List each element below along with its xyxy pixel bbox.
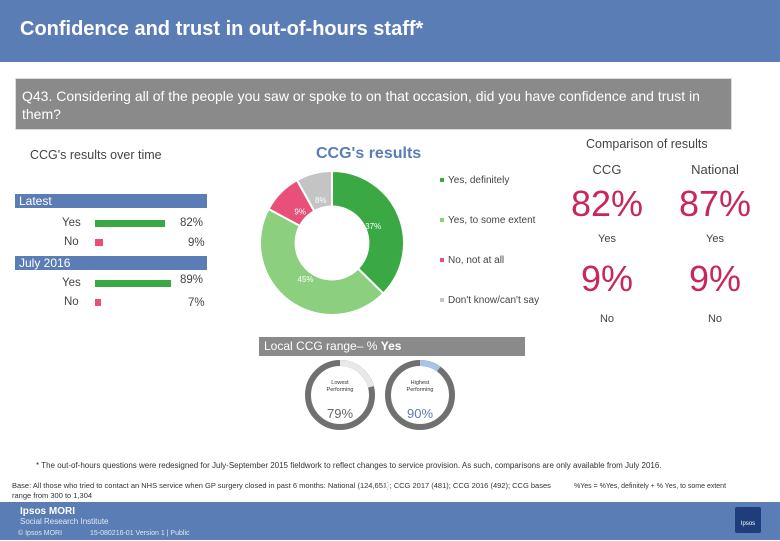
no-national-value: 9% <box>688 258 742 299</box>
over-time-heading: CCG's results over time <box>30 148 162 162</box>
yes-ccg-value: 82% <box>570 183 644 224</box>
july-yes-bar <box>95 280 171 287</box>
highest-label: Highest Performing <box>406 380 434 393</box>
pie-chart: 37% 45% 9% 8% <box>259 169 405 316</box>
yes-definition: %Yes = %Yes, definitely + % Yes, to some… <box>574 483 727 490</box>
no-ccg-value: 9% <box>580 258 634 299</box>
july-yes-pct: 89% <box>180 274 204 286</box>
latest-yes-pct: 82% <box>180 217 204 229</box>
col-ccg: CCG <box>592 162 622 177</box>
page-number: 47 <box>384 482 396 493</box>
latest-no-pct: 9% <box>188 237 205 249</box>
legend-yes-some-extent: Yes, to some extent <box>440 215 535 226</box>
pie-hole <box>294 205 370 281</box>
col-national: National <box>691 162 739 177</box>
legend-no-not-at-all: No, not at all <box>440 255 504 266</box>
latest-section-bar: Latest <box>15 194 207 208</box>
title-bar <box>0 0 780 62</box>
ccg-results-heading: CCG's results <box>316 145 422 162</box>
pie-label-2: 45% <box>298 275 314 284</box>
july-section-bar: July 2016 <box>15 256 207 270</box>
footer-ref: 15-080216-01 Version 1 | Public <box>90 530 190 537</box>
lowest-label: Lowest Performing <box>326 380 354 393</box>
question-text: Q43. Considering all of the people you s… <box>22 88 700 122</box>
july-no-pct: 7% <box>188 297 205 309</box>
pie-label-3: 9% <box>294 208 306 217</box>
lowest-gauge-gap <box>305 360 375 430</box>
july-yes-label: Yes <box>62 277 81 289</box>
range-gauges <box>305 360 455 430</box>
ipsos-badge: Ipsos <box>735 507 761 533</box>
legend-yes-definitely: Yes, definitely <box>440 175 509 186</box>
pie-label-1: 37% <box>365 222 381 231</box>
footer-logo-sub: Social Research Institute <box>20 517 109 526</box>
range-heading-bar: Local CCG range– % Yes <box>259 337 525 356</box>
comparison-heading: Comparison of results <box>586 137 708 151</box>
legend-dont-know: Don't know/can't say <box>440 295 539 306</box>
latest-yes-label: Yes <box>62 217 81 229</box>
pie-slice-1 <box>331 169 405 295</box>
yes-national-value: 87% <box>678 183 752 224</box>
footer-bar <box>0 502 780 540</box>
no-national-label: No <box>707 313 723 325</box>
july-no-bar <box>95 299 101 306</box>
july-no-label: No <box>64 296 79 308</box>
footnote: * The out-of-hours questions were redesi… <box>36 461 662 470</box>
highest-gauge-gap <box>385 360 455 430</box>
footer-copyright: © Ipsos MORI <box>18 530 63 537</box>
yes-national-label: Yes <box>706 233 724 245</box>
no-ccg-label: No <box>599 313 615 325</box>
question-box <box>15 78 732 130</box>
pie-label-4: 8% <box>315 196 327 205</box>
latest-no-label: No <box>64 236 79 248</box>
page-title: Confidence and trust in out-of-hours sta… <box>20 18 424 40</box>
latest-yes-bar <box>95 220 165 227</box>
lowest-value: 79% <box>326 406 354 421</box>
base-note: Base: All those who tried to contact an … <box>12 481 551 500</box>
highest-value: 90% <box>406 406 434 421</box>
yes-ccg-label: Yes <box>598 233 616 245</box>
footer-logo: Ipsos MORI <box>20 506 76 517</box>
latest-no-bar <box>95 239 103 246</box>
